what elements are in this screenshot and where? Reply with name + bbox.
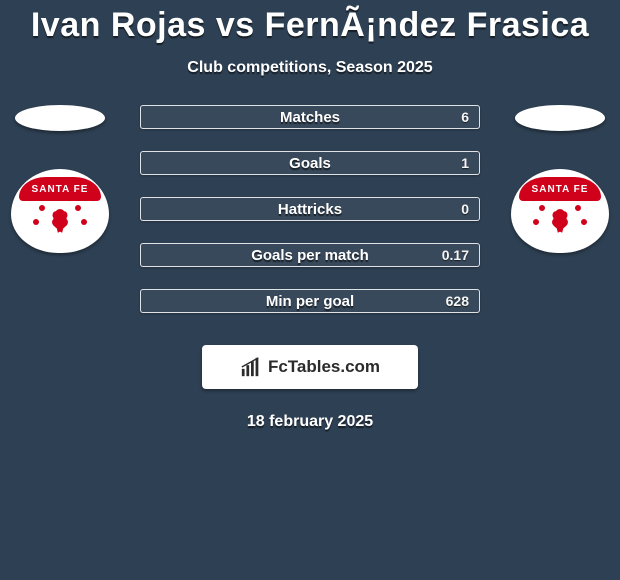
stat-right-value: 628: [436, 290, 479, 312]
lion-icon: [47, 207, 73, 237]
club-badge-left: SANTA FE: [11, 169, 109, 253]
player-left-column: SANTA FE: [0, 105, 120, 253]
stat-right-value: 6: [451, 106, 479, 128]
stat-label: Min per goal: [141, 293, 479, 310]
stat-row: Min per goal 628: [140, 289, 480, 313]
site-name: FcTables.com: [268, 357, 380, 377]
stat-right-value: 1: [451, 152, 479, 174]
footer-date: 18 february 2025: [0, 413, 620, 431]
flag-left: [15, 105, 105, 131]
bar-chart-icon: [240, 356, 262, 378]
player-right-column: SANTA FE: [500, 105, 620, 253]
comparison-subtitle: Club competitions, Season 2025: [0, 59, 620, 77]
stat-label: Goals per match: [141, 247, 479, 264]
stat-left-value: [141, 198, 161, 220]
stat-label: Hattricks: [141, 201, 479, 218]
stat-row: Goals 1: [140, 151, 480, 175]
site-link[interactable]: FcTables.com: [202, 345, 418, 389]
stat-row: Matches 6: [140, 105, 480, 129]
club-badge-left-banner: SANTA FE: [19, 177, 101, 201]
stat-label: Matches: [141, 109, 479, 126]
stats-table: Matches 6 Goals 1 Hattricks 0 Goals per …: [140, 105, 480, 313]
stat-right-value: 0: [451, 198, 479, 220]
lion-icon: [547, 207, 573, 237]
stat-label: Goals: [141, 155, 479, 172]
comparison-content: SANTA FE SANTA FE: [0, 105, 620, 431]
stat-left-value: [141, 152, 161, 174]
stat-left-value: [141, 244, 161, 266]
comparison-title: Ivan Rojas vs FernÃ¡ndez Frasica: [0, 0, 620, 45]
club-badge-right-text: SANTA FE: [532, 184, 589, 195]
club-badge-right-banner: SANTA FE: [519, 177, 601, 201]
stat-row: Goals per match 0.17: [140, 243, 480, 267]
flag-right: [515, 105, 605, 131]
stat-right-value: 0.17: [432, 244, 479, 266]
stat-left-value: [141, 106, 161, 128]
stat-left-value: [141, 290, 161, 312]
club-badge-left-text: SANTA FE: [32, 184, 89, 195]
stat-row: Hattricks 0: [140, 197, 480, 221]
club-badge-right: SANTA FE: [511, 169, 609, 253]
